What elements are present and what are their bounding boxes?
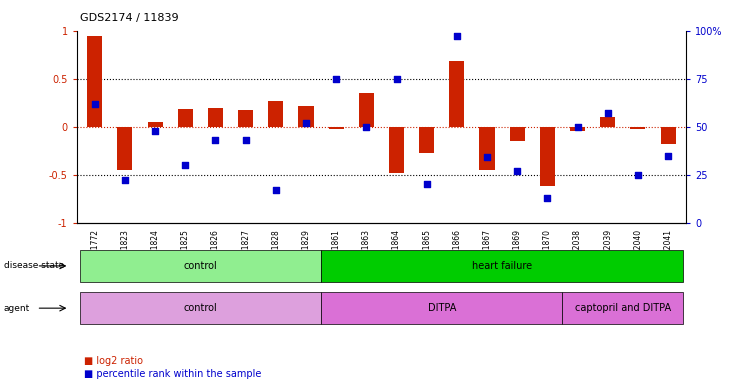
Point [89,101,101,107]
Text: heart failure: heart failure [472,261,532,271]
Bar [118,127,132,170]
Bar [177,109,193,127]
Text: control: control [183,303,218,313]
Bar [570,127,585,131]
Bar [389,127,404,173]
Point [180,162,191,168]
Bar [358,93,374,127]
Point [149,127,161,134]
Point [451,33,463,40]
Point [481,154,493,161]
Point [662,152,674,159]
Point [270,187,282,193]
Text: ■ percentile rank within the sample: ■ percentile rank within the sample [84,369,261,379]
Bar [631,127,645,129]
Point [210,137,221,143]
Bar [208,108,223,127]
Point [300,120,312,126]
Point [572,124,583,130]
Bar [510,127,525,141]
Text: ■ log2 ratio: ■ log2 ratio [84,356,143,366]
Point [361,124,372,130]
Point [602,110,614,116]
Text: control: control [183,261,218,271]
Bar [661,127,676,144]
Bar [238,111,253,127]
Point [542,195,553,201]
Point [239,137,251,143]
Bar [600,117,615,127]
Point [119,177,131,184]
Point [421,181,433,187]
Text: DITPA: DITPA [428,303,456,313]
Text: captopril and DITPA: captopril and DITPA [575,303,671,313]
Text: agent: agent [4,304,30,313]
Bar [419,127,434,153]
Text: disease state: disease state [4,262,64,270]
Bar [480,127,495,170]
Point [330,76,342,82]
Bar [540,127,555,186]
Bar [328,127,344,129]
Point [632,172,644,178]
Bar [268,101,283,127]
Text: GDS2174 / 11839: GDS2174 / 11839 [80,13,179,23]
Point [391,76,402,82]
Bar [87,36,102,127]
Bar [450,61,464,127]
Point [512,168,523,174]
Bar [147,122,163,127]
Bar [299,106,313,127]
